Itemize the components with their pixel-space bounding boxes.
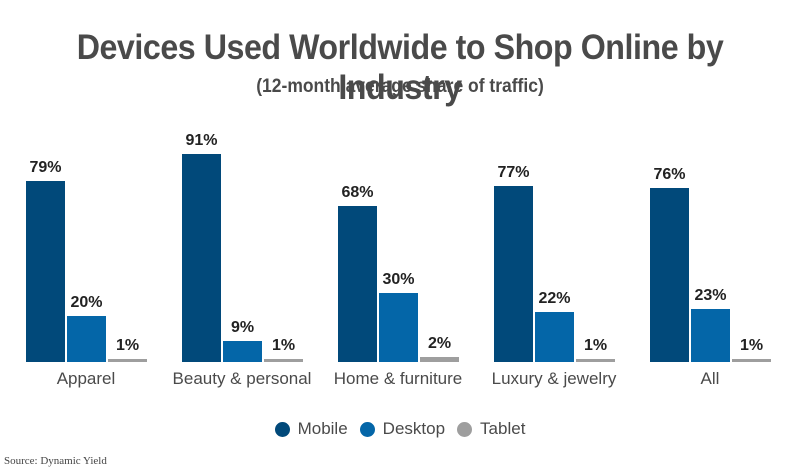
legend-item-tablet: Tablet [457, 419, 525, 439]
category-label: Luxury & jewelry [491, 369, 617, 388]
bar-desktop [691, 309, 730, 362]
value-label: 79% [29, 159, 62, 176]
value-label: 22% [538, 290, 571, 307]
legend-label: Desktop [382, 419, 446, 438]
bar-mobile [494, 186, 533, 362]
bar-desktop [223, 341, 262, 362]
bar-tablet [576, 359, 615, 362]
bar-mobile [182, 154, 221, 362]
bar-tablet [108, 359, 147, 362]
value-label: 77% [497, 164, 530, 181]
bar-desktop [535, 312, 574, 362]
value-label: 91% [185, 132, 218, 149]
bar-mobile [338, 206, 377, 362]
category-label: All [700, 369, 720, 388]
legend-dot-icon [274, 421, 290, 437]
legend-item-mobile: Mobile [274, 419, 348, 439]
category-label: Apparel [56, 369, 116, 388]
legend-dot-icon [457, 421, 473, 437]
value-label: 30% [382, 271, 415, 288]
bar-mobile [650, 188, 689, 362]
value-label: 1% [739, 337, 764, 354]
bar-desktop [379, 293, 418, 362]
chart-title: Devices Used Worldwide to Shop Online by… [76, 28, 724, 107]
chart-subtitle: (12-month average share of traffic) [256, 76, 544, 97]
legend-label: Tablet [480, 419, 526, 438]
category-label: Home & furniture [333, 369, 463, 388]
bar-mobile [26, 181, 65, 362]
source-note: Source: Dynamic Yield [4, 455, 107, 467]
value-label: 2% [427, 335, 452, 352]
bar-tablet [264, 359, 303, 362]
bar-desktop [67, 316, 106, 362]
category-label: Beauty & personal [172, 369, 312, 388]
legend-item-desktop: Desktop [359, 419, 446, 439]
legend: Mobile Desktop Tablet [0, 419, 800, 439]
bar-tablet [420, 357, 459, 362]
value-label: 1% [115, 337, 140, 354]
bar-tablet [732, 359, 771, 362]
legend-label: Mobile [297, 419, 348, 438]
legend-dot-icon [359, 421, 375, 437]
value-label: 76% [653, 166, 686, 183]
value-label: 9% [230, 319, 255, 336]
value-label: 1% [583, 337, 608, 354]
value-label: 23% [694, 287, 727, 304]
value-label: 68% [341, 184, 374, 201]
value-label: 1% [271, 337, 296, 354]
value-label: 20% [70, 294, 103, 311]
